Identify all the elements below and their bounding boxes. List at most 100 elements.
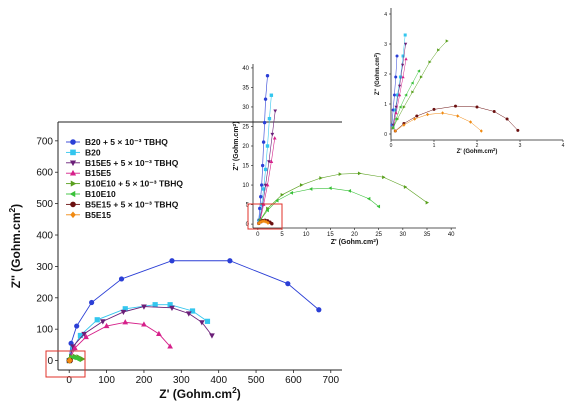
x-tick-label: 3: [519, 143, 522, 149]
data-point: [402, 123, 406, 127]
legend-label: B15E5 + 5 × 10⁻³ TBHQ: [85, 158, 179, 168]
series-b20: [66, 302, 211, 364]
series-line: [258, 75, 268, 221]
data-point: [266, 206, 270, 211]
legend-marker: [70, 139, 76, 145]
x-tick-label: 15: [327, 232, 334, 238]
data-point: [67, 357, 73, 364]
data-point: [141, 304, 147, 310]
x-axis-label: Z' (Gohm.cm2): [331, 238, 379, 247]
data-point: [397, 84, 402, 88]
data-point: [398, 75, 402, 79]
data-point: [403, 185, 408, 189]
legend-label: B5E15 + 5 × 10⁻³ TBHQ: [85, 199, 179, 209]
series-line: [68, 321, 171, 361]
data-point: [94, 317, 100, 323]
data-point: [141, 321, 147, 327]
data-point: [265, 208, 269, 213]
series-b15e5: [258, 136, 277, 222]
data-point: [285, 281, 291, 287]
data-point: [122, 319, 129, 325]
y-axis-label: Z'' (Gohm.cm2): [373, 53, 382, 95]
legend-label: B10E10 + 5 × 10⁻³ TBHQ: [85, 179, 183, 189]
x-tick-label: 0: [256, 232, 260, 238]
data-point: [70, 354, 76, 361]
data-point: [270, 222, 274, 226]
series-b10e10-5-10-tbhq: [391, 39, 449, 130]
series-line: [392, 40, 448, 129]
legend-item-b10e10-5-10-tbhq: B10E10 + 5 × 10⁻³ TBHQ: [66, 179, 183, 189]
zoom-region-box-main: [45, 350, 86, 378]
data-point: [272, 136, 277, 140]
data-point: [267, 116, 272, 121]
y-tick-label: 15: [242, 164, 249, 170]
x-tick-label: 0: [66, 375, 72, 386]
data-point: [456, 114, 460, 118]
x-tick-label: 300: [173, 375, 190, 386]
data-point: [270, 132, 275, 137]
y-tick-label: 2: [384, 72, 387, 78]
data-point: [260, 183, 264, 187]
data-point: [89, 299, 95, 306]
series-b5e15-5-10-tbhq: [393, 104, 520, 133]
x-axis-label: Z' (Gohm.cm2): [457, 147, 498, 156]
y-tick-label: 25: [242, 125, 249, 131]
x-tick-label: 5: [280, 232, 284, 238]
data-point: [395, 93, 399, 97]
y-tick-label: 20: [242, 144, 249, 150]
series-b10e10: [391, 69, 421, 130]
data-point: [103, 322, 110, 329]
data-point: [257, 221, 261, 226]
data-point: [426, 112, 430, 117]
series-b20: [391, 33, 407, 127]
legend-label: B20 + 5 × 10⁻³ TBHQ: [85, 137, 168, 147]
zoom-callouts: [45, 203, 283, 378]
legend-item-b15e5-5-10-tbhq: B15E5 + 5 × 10⁻³ TBHQ: [66, 158, 179, 168]
data-point: [403, 33, 407, 37]
data-point: [441, 111, 445, 115]
data-point: [395, 54, 399, 58]
y-tick-label: 4: [384, 12, 387, 18]
data-point: [120, 309, 127, 316]
data-point: [328, 186, 332, 191]
data-point: [469, 120, 473, 124]
x-tick-label: 30: [399, 232, 406, 238]
data-point: [77, 332, 84, 339]
data-point: [400, 63, 405, 67]
legend-marker: [69, 169, 77, 176]
series-b10e10-5-10-tbhq: [258, 171, 430, 223]
y-tick-label: 0: [47, 356, 53, 367]
data-point: [492, 110, 496, 113]
data-point: [265, 144, 270, 148]
data-point: [189, 308, 196, 314]
series-b5e15: [257, 219, 270, 226]
x-tick-label: 35: [424, 232, 431, 238]
legend-item-b5e15: B5E15: [66, 210, 111, 220]
series-line: [392, 70, 420, 129]
x-tick-label: 25: [375, 232, 382, 238]
y-tick-label: 10: [242, 183, 249, 189]
y-tick-label: 500: [36, 199, 53, 210]
data-point: [118, 276, 125, 282]
data-point: [316, 307, 322, 313]
legend-item-b15e5: B15E5: [66, 168, 111, 178]
data-point: [260, 163, 265, 168]
data-point: [258, 206, 262, 211]
data-point: [403, 42, 408, 46]
data-point: [479, 129, 483, 133]
x-tick-label: 200: [136, 375, 153, 386]
legend-label: B20: [85, 147, 101, 157]
data-point: [347, 189, 352, 193]
data-point: [280, 192, 285, 197]
data-point: [319, 176, 323, 180]
legend-marker: [70, 180, 77, 187]
data-point: [475, 105, 479, 109]
y-tick-label: 3: [384, 42, 387, 48]
data-point: [419, 75, 423, 79]
data-point: [393, 108, 397, 112]
data-point: [83, 333, 89, 340]
x-tick-label: 700: [322, 375, 339, 386]
data-point: [404, 57, 408, 61]
legend-marker: [70, 211, 76, 219]
